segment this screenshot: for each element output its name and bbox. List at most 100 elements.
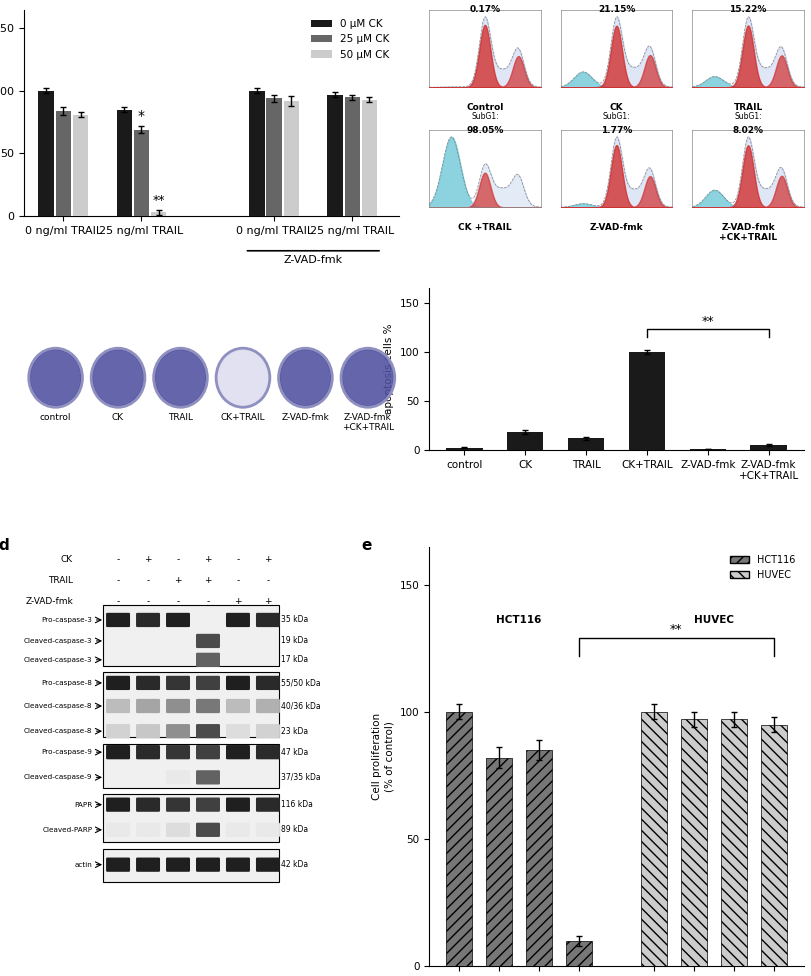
Bar <box>720 719 746 966</box>
FancyBboxPatch shape <box>165 823 190 837</box>
Bar <box>760 724 786 966</box>
Text: *: * <box>138 109 145 123</box>
FancyBboxPatch shape <box>106 745 130 759</box>
FancyBboxPatch shape <box>165 675 190 690</box>
FancyBboxPatch shape <box>106 858 130 872</box>
FancyBboxPatch shape <box>165 797 190 812</box>
Bar <box>680 719 706 966</box>
FancyBboxPatch shape <box>165 745 190 759</box>
Text: Z-VAD-fmk: Z-VAD-fmk <box>283 255 342 264</box>
Text: CK: CK <box>112 413 124 422</box>
Text: +: + <box>204 576 212 585</box>
Text: 55/50 kDa: 55/50 kDa <box>281 678 320 687</box>
Text: -: - <box>266 576 269 585</box>
Text: 21.15%: 21.15% <box>597 6 634 15</box>
Circle shape <box>280 349 331 406</box>
Bar <box>689 449 725 450</box>
FancyBboxPatch shape <box>255 823 280 837</box>
Text: 40/36 kDa: 40/36 kDa <box>281 702 320 711</box>
FancyBboxPatch shape <box>106 724 130 738</box>
FancyBboxPatch shape <box>136 724 160 738</box>
Text: -: - <box>176 597 179 606</box>
FancyBboxPatch shape <box>136 613 160 628</box>
FancyBboxPatch shape <box>255 858 280 872</box>
Legend: 0 μM CK, 25 μM CK, 50 μM CK: 0 μM CK, 25 μM CK, 50 μM CK <box>307 15 393 63</box>
Bar <box>526 750 551 966</box>
Text: Control: Control <box>466 102 503 111</box>
Text: +: + <box>264 597 272 606</box>
Text: Cleaved-caspase-3: Cleaved-caspase-3 <box>24 638 92 644</box>
Text: +: + <box>144 555 152 564</box>
Text: +: + <box>264 555 272 564</box>
Text: 19 kDa: 19 kDa <box>281 636 308 645</box>
Bar <box>103 744 279 788</box>
Circle shape <box>217 349 268 406</box>
FancyBboxPatch shape <box>106 823 130 837</box>
Bar <box>641 712 667 966</box>
Bar <box>628 352 664 450</box>
FancyBboxPatch shape <box>106 613 130 628</box>
FancyBboxPatch shape <box>136 675 160 690</box>
Bar <box>445 712 471 966</box>
Text: Z-VAD-fmk
+CK+TRAIL: Z-VAD-fmk +CK+TRAIL <box>341 413 393 432</box>
Y-axis label: apoptosis cells %: apoptosis cells % <box>384 324 393 414</box>
FancyBboxPatch shape <box>255 745 280 759</box>
Bar <box>103 672 279 738</box>
Bar <box>134 130 149 216</box>
Bar <box>117 109 132 216</box>
FancyBboxPatch shape <box>255 613 280 628</box>
FancyBboxPatch shape <box>165 699 190 713</box>
FancyBboxPatch shape <box>195 653 220 667</box>
Text: -: - <box>116 555 119 564</box>
Bar <box>266 99 281 216</box>
Text: -: - <box>116 576 119 585</box>
FancyBboxPatch shape <box>136 823 160 837</box>
Text: **: ** <box>701 315 713 328</box>
FancyBboxPatch shape <box>225 745 250 759</box>
FancyBboxPatch shape <box>225 858 250 872</box>
Text: Z-VAD-fmk: Z-VAD-fmk <box>589 223 642 232</box>
FancyBboxPatch shape <box>106 797 130 812</box>
Text: -: - <box>116 597 119 606</box>
FancyBboxPatch shape <box>195 823 220 837</box>
FancyBboxPatch shape <box>195 675 220 690</box>
Bar <box>327 95 342 216</box>
Bar <box>445 448 482 450</box>
Text: TRAIL: TRAIL <box>168 413 193 422</box>
Text: 17 kDa: 17 kDa <box>281 655 308 665</box>
Text: Pro-caspase-9: Pro-caspase-9 <box>41 750 92 755</box>
Bar <box>103 605 279 667</box>
Text: CK+TRAIL: CK+TRAIL <box>221 413 265 422</box>
Circle shape <box>92 349 144 406</box>
FancyBboxPatch shape <box>195 633 220 648</box>
Text: Pro-caspase-8: Pro-caspase-8 <box>41 680 92 686</box>
Text: 42 kDa: 42 kDa <box>281 860 308 870</box>
Text: -: - <box>236 555 239 564</box>
FancyBboxPatch shape <box>165 613 190 628</box>
Text: Z-VAD-fmk
+CK+TRAIL: Z-VAD-fmk +CK+TRAIL <box>719 223 776 242</box>
FancyBboxPatch shape <box>255 699 280 713</box>
Circle shape <box>155 349 206 406</box>
Text: CK: CK <box>61 555 73 564</box>
FancyBboxPatch shape <box>195 797 220 812</box>
Text: -: - <box>176 555 179 564</box>
Text: **: ** <box>669 623 682 635</box>
Text: HCT116: HCT116 <box>496 615 541 625</box>
Text: **: ** <box>152 194 165 207</box>
Bar <box>567 438 603 450</box>
FancyBboxPatch shape <box>195 745 220 759</box>
FancyBboxPatch shape <box>195 724 220 738</box>
Text: 89 kDa: 89 kDa <box>281 826 308 834</box>
Bar <box>73 114 88 216</box>
Bar <box>56 111 71 216</box>
Text: +: + <box>174 576 182 585</box>
Text: TRAIL: TRAIL <box>732 102 762 111</box>
Bar <box>565 941 591 966</box>
FancyBboxPatch shape <box>255 675 280 690</box>
Text: CK: CK <box>609 102 623 111</box>
FancyBboxPatch shape <box>136 858 160 872</box>
Circle shape <box>30 349 81 406</box>
FancyBboxPatch shape <box>165 858 190 872</box>
Text: 1.77%: 1.77% <box>600 126 632 135</box>
Text: Cleaved-PARP: Cleaved-PARP <box>42 827 92 833</box>
